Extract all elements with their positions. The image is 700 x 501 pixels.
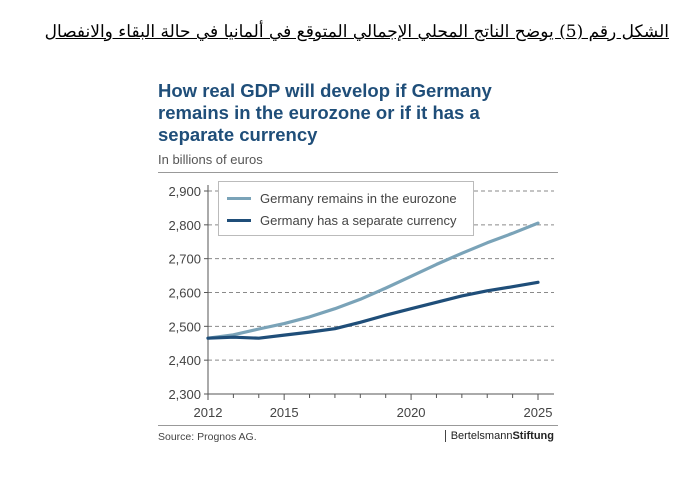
x-tick-label: 2025 (524, 405, 553, 420)
y-tick-label: 2,700 (168, 252, 201, 267)
chart-figure: How real GDP will develop if Germany rem… (158, 80, 558, 452)
x-tick-label: 2012 (194, 405, 223, 420)
publisher-name-light: Bertelsmann (450, 430, 513, 442)
top-rule (158, 172, 558, 173)
x-tick-label: 2015 (270, 405, 299, 420)
figure-caption: الشكل رقم (5) يوضح الناتج المحلي الإجمال… (44, 22, 669, 42)
legend-swatch (227, 196, 251, 200)
legend-item-1: Germany remains in the eurozone (227, 189, 457, 207)
x-tick-label: 2020 (397, 405, 426, 420)
series-line-1 (206, 221, 540, 340)
unit-label: In billions of euros (158, 152, 263, 167)
series-line-2 (206, 280, 540, 340)
y-tick-label: 2,300 (168, 387, 201, 402)
publisher-logo: BertelsmannStiftung (444, 430, 554, 442)
chart-title-line-2: remains in the eurozone or if it has a (158, 102, 480, 123)
publisher-name-heavy: Stiftung (512, 430, 554, 442)
legend-item-2: Germany has a separate currency (227, 211, 457, 229)
chart-title-line-1: How real GDP will develop if Germany (158, 80, 492, 101)
bottom-rule (158, 425, 558, 426)
legend-swatch (227, 218, 251, 222)
y-tick-label: 2,500 (168, 319, 201, 334)
y-tick-label: 2,800 (168, 218, 201, 233)
legend-label: Germany has a separate currency (260, 212, 457, 228)
chart-title: How real GDP will develop if Germany rem… (158, 80, 553, 146)
legend-label: Germany remains in the eurozone (260, 190, 457, 206)
y-tick-label: 2,400 (168, 353, 201, 368)
y-tick-label: 2,900 (168, 184, 201, 199)
chart-title-line-3: separate currency (158, 124, 318, 145)
y-tick-label: 2,600 (168, 286, 201, 301)
legend: Germany remains in the eurozone Germany h… (218, 181, 474, 236)
plot-area: 2,300 2,400 2,500 2,600 2,700 2,800 2,900 2012 2… (168, 184, 554, 420)
source-note: Source: Prognos AG. (158, 431, 257, 443)
